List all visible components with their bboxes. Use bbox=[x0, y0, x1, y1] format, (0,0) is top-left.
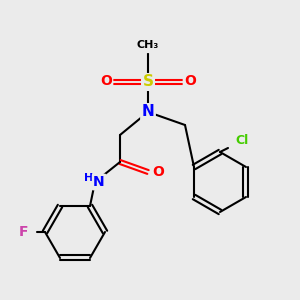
Text: O: O bbox=[152, 165, 164, 179]
Text: Cl: Cl bbox=[236, 134, 249, 148]
Text: S: S bbox=[144, 42, 152, 52]
Text: O: O bbox=[100, 74, 112, 88]
Text: H: H bbox=[84, 173, 94, 183]
Text: O: O bbox=[184, 74, 196, 88]
Text: N: N bbox=[142, 104, 154, 119]
Text: S: S bbox=[142, 74, 154, 89]
Text: CH₃: CH₃ bbox=[137, 40, 159, 50]
Text: F: F bbox=[18, 225, 28, 239]
Text: N: N bbox=[93, 175, 105, 189]
